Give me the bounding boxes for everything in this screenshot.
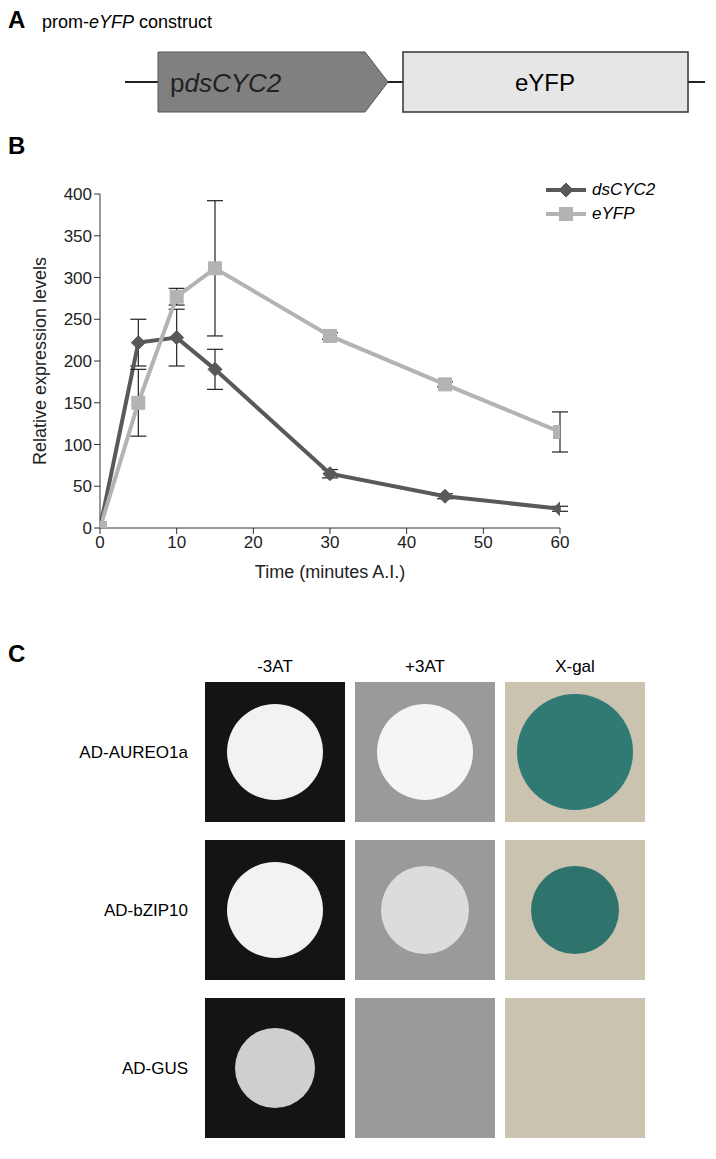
svg-text:AD-bZIP10: AD-bZIP10 [104, 901, 188, 920]
svg-text:40: 40 [397, 533, 416, 552]
svg-text:30: 30 [321, 533, 340, 552]
svg-text:eYFP: eYFP [515, 69, 575, 96]
svg-text:400: 400 [64, 185, 92, 204]
svg-text:AD-GUS: AD-GUS [122, 1059, 188, 1078]
svg-text:10: 10 [167, 533, 186, 552]
svg-text:50: 50 [73, 477, 92, 496]
svg-text:300: 300 [64, 269, 92, 288]
svg-text:350: 350 [64, 227, 92, 246]
svg-text:-3AT: -3AT [257, 657, 293, 676]
svg-text:X-gal: X-gal [555, 657, 595, 676]
html-text:B: B [8, 132, 26, 159]
svg-text:20: 20 [244, 533, 263, 552]
svg-text:AD-AUREO1a: AD-AUREO1a [79, 743, 188, 762]
svg-text:A: A [8, 6, 25, 33]
svg-text:60: 60 [551, 533, 570, 552]
html-text:dsCYC2: dsCYC2 [592, 180, 656, 199]
html-text:eYFP: eYFP [592, 204, 635, 223]
svg-text:150: 150 [64, 394, 92, 413]
svg-text:50: 50 [474, 533, 493, 552]
svg-text:100: 100 [64, 436, 92, 455]
svg-text:+3AT: +3AT [405, 657, 445, 676]
svg-text:Relative expression levels: Relative expression levels [30, 257, 50, 465]
svg-text:250: 250 [64, 310, 92, 329]
svg-text:Time (minutes A.I.): Time (minutes A.I.) [255, 562, 405, 582]
svg-text:C: C [8, 640, 25, 667]
svg-text:0: 0 [83, 519, 92, 538]
svg-text:prom-eYFP construct: prom-eYFP construct [42, 12, 212, 32]
svg-text:pdsCYC2: pdsCYC2 [170, 68, 282, 98]
svg-text:200: 200 [64, 352, 92, 371]
svg-text:0: 0 [95, 533, 104, 552]
